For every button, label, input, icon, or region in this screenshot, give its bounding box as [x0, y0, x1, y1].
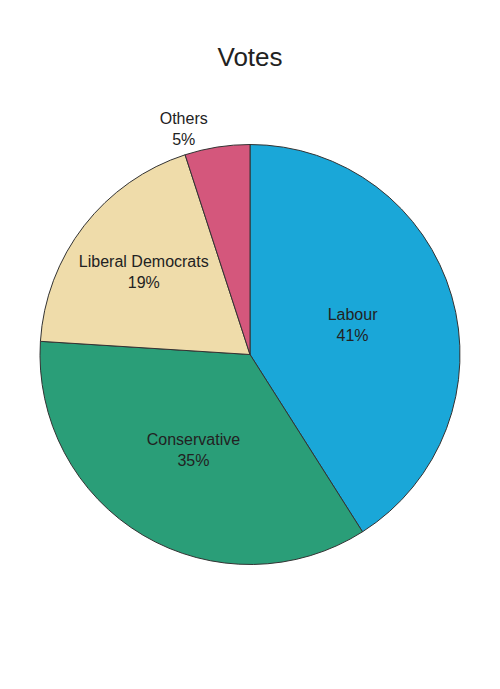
svg-text:Liberal Democrats19%: Liberal Democrats19% [79, 253, 209, 291]
svg-text:Labour41%: Labour41% [328, 306, 378, 344]
svg-text:Votes: Votes [217, 42, 282, 72]
svg-text:Conservative35%: Conservative35% [147, 431, 240, 469]
svg-text:Others5%: Others5% [160, 110, 208, 148]
